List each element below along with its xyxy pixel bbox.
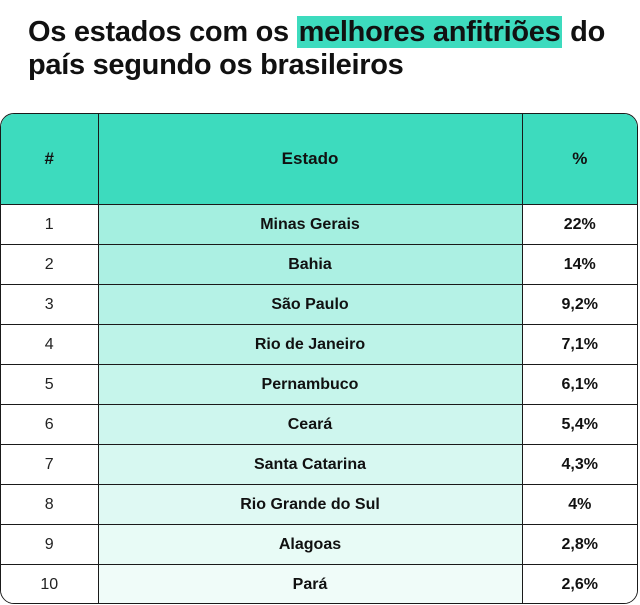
- state-cell: Rio de Janeiro: [97, 324, 522, 365]
- table-row: 6 Ceará 5,4%: [1, 404, 637, 445]
- percent-cell: 7,1%: [521, 324, 637, 365]
- percent-cell: 5,4%: [521, 404, 637, 445]
- percent-cell: 4,3%: [521, 444, 637, 485]
- table-row: 7 Santa Catarina 4,3%: [1, 444, 637, 485]
- rank-cell: 7: [1, 444, 98, 485]
- table-row: 1 Minas Gerais 22%: [1, 204, 637, 245]
- title-highlight: melhores anfitriões: [296, 16, 563, 48]
- state-cell: Santa Catarina: [97, 444, 522, 485]
- table-header-row: # Estado %: [1, 114, 637, 205]
- percent-cell: 2,8%: [521, 524, 637, 565]
- title-part-2: do país segundo os brasileiros: [28, 16, 606, 81]
- table-row: 10 Pará 2,6%: [1, 564, 637, 603]
- percent-cell: 6,1%: [521, 364, 637, 405]
- state-cell: Bahia: [97, 244, 522, 285]
- ranking-table: # Estado % 1 Minas Gerais 22% 2 Bahia 14% 3 São…: [1, 114, 637, 603]
- state-cell: Ceará: [97, 404, 522, 445]
- rank-cell: 2: [1, 244, 98, 285]
- state-cell: Rio Grande do Sul: [97, 484, 522, 525]
- header-state: Estado: [97, 114, 522, 205]
- table-row: 5 Pernambuco 6,1%: [1, 364, 637, 405]
- state-cell: São Paulo: [97, 284, 522, 325]
- state-cell: Pernambuco: [97, 364, 522, 405]
- rank-cell: 8: [1, 484, 98, 525]
- rank-cell: 1: [1, 204, 98, 245]
- page-title: Os estados com os melhores anfitriões do…: [28, 16, 628, 82]
- table-row: 3 São Paulo 9,2%: [1, 284, 637, 325]
- header-percent: %: [521, 114, 637, 205]
- table-row: 8 Rio Grande do Sul 4%: [1, 484, 637, 525]
- percent-cell: 14%: [521, 244, 637, 285]
- table-row: 4 Rio de Janeiro 7,1%: [1, 324, 637, 365]
- percent-cell: 4%: [521, 484, 637, 525]
- rank-cell: 10: [1, 564, 98, 603]
- ranking-table-container: # Estado % 1 Minas Gerais 22% 2 Bahia 14% 3 São…: [0, 113, 638, 604]
- rank-cell: 5: [1, 364, 98, 405]
- state-cell: Alagoas: [97, 524, 522, 565]
- percent-cell: 2,6%: [521, 564, 637, 603]
- rank-cell: 9: [1, 524, 98, 565]
- state-cell: Minas Gerais: [97, 204, 522, 245]
- table-row: 2 Bahia 14%: [1, 244, 637, 285]
- rank-cell: 4: [1, 324, 98, 365]
- title-part-1: Os estados com os: [28, 16, 297, 48]
- percent-cell: 9,2%: [521, 284, 637, 325]
- rank-cell: 3: [1, 284, 98, 325]
- header-rank: #: [1, 114, 98, 205]
- state-cell: Pará: [97, 564, 522, 603]
- table-body: 1 Minas Gerais 22% 2 Bahia 14% 3 São Paulo 9,2% 4…: [1, 204, 637, 603]
- table-row: 9 Alagoas 2,8%: [1, 524, 637, 565]
- percent-cell: 22%: [521, 204, 637, 245]
- rank-cell: 6: [1, 404, 98, 445]
